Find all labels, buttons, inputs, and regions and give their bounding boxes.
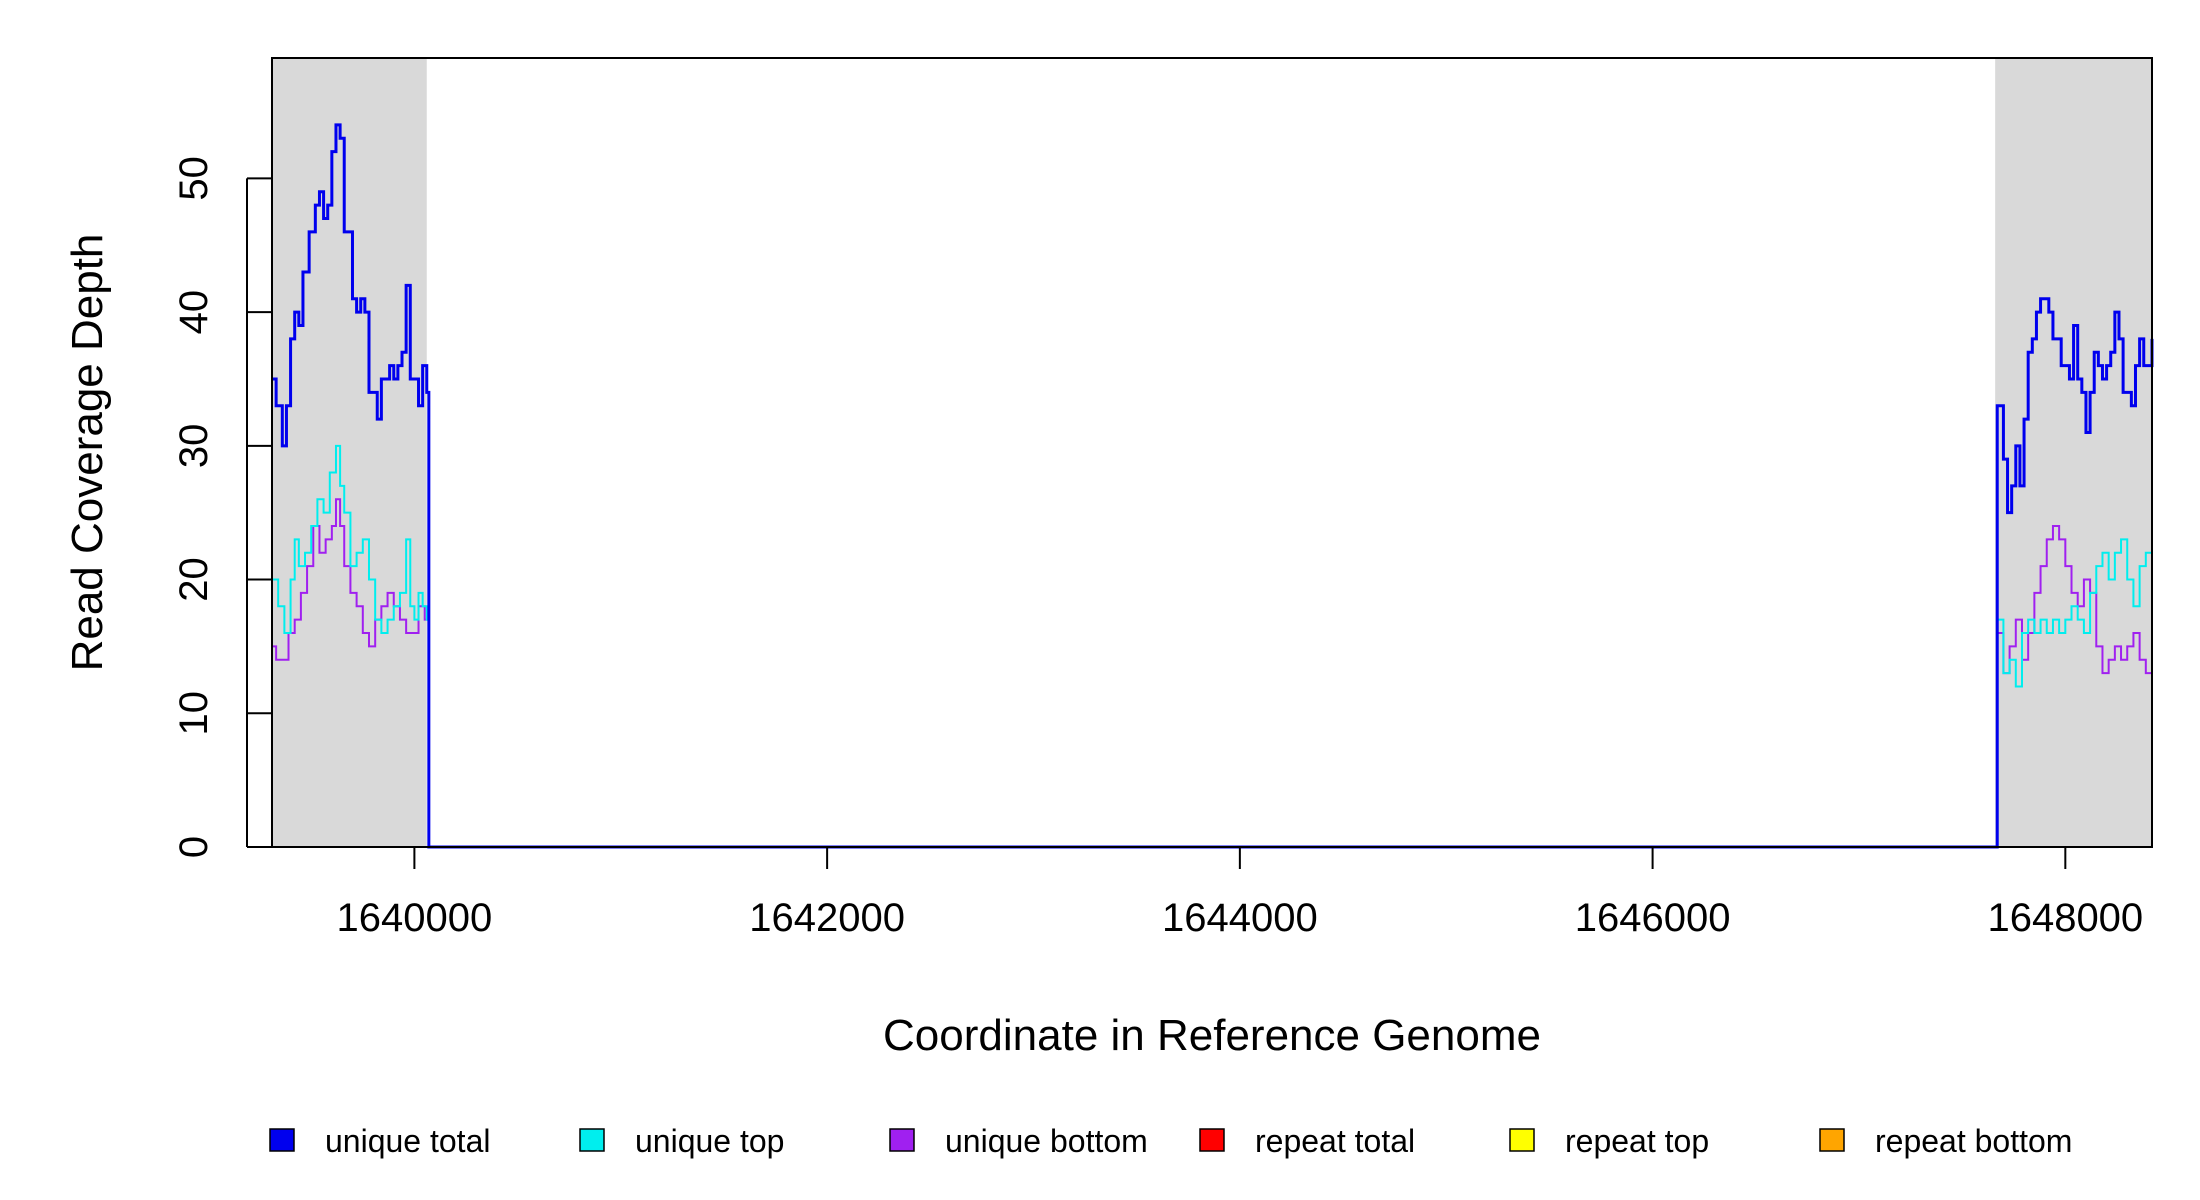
legend-label-unique-bottom: unique bottom xyxy=(945,1123,1148,1159)
y-tick-label: 40 xyxy=(172,290,216,335)
legend-swatch-repeat-top xyxy=(1509,1128,1535,1152)
series-line-unique-total xyxy=(272,123,2154,849)
legend-swatch-unique-bottom xyxy=(889,1128,915,1152)
legend-swatch-unique-top xyxy=(579,1128,605,1152)
x-tick-label: 1642000 xyxy=(749,896,905,940)
y-axis: 0 10 20 30 40 50 xyxy=(172,156,272,858)
legend-label-repeat-bottom: repeat bottom xyxy=(1875,1123,2072,1159)
x-tick-label: 1646000 xyxy=(1575,896,1731,940)
plot-frame xyxy=(271,57,2153,848)
y-tick-label: 20 xyxy=(172,557,216,602)
y-tick-label: 10 xyxy=(172,691,216,736)
x-tick-label: 1648000 xyxy=(1987,896,2143,940)
legend-swatch-unique-total xyxy=(269,1128,295,1152)
x-tick-label: 1640000 xyxy=(337,896,493,940)
legend: unique total unique top unique bottom repea… xyxy=(269,1123,2072,1159)
legend-swatch-repeat-bottom xyxy=(1819,1128,1845,1152)
x-axis-title: Coordinate in Reference Genome xyxy=(883,1011,1541,1060)
x-axis: 1640000 1642000 1644000 1646000 1648000 xyxy=(337,847,2143,940)
series-lines xyxy=(272,123,2154,849)
shaded-region-0 xyxy=(272,58,427,847)
y-tick-label: 50 xyxy=(172,156,216,201)
legend-swatch-repeat-total xyxy=(1199,1128,1225,1152)
legend-label-unique-total: unique total xyxy=(325,1123,490,1159)
y-axis-title: Read Coverage Depth xyxy=(63,234,112,672)
legend-label-repeat-top: repeat top xyxy=(1565,1123,1709,1159)
shaded-regions xyxy=(272,58,2152,847)
legend-label-repeat-total: repeat total xyxy=(1255,1123,1415,1159)
y-tick-label: 0 xyxy=(172,836,216,858)
legend-label-unique-top: unique top xyxy=(635,1123,784,1159)
x-tick-label: 1644000 xyxy=(1162,896,1318,940)
series-line-unique-top xyxy=(272,444,2153,848)
series-line-unique-bottom xyxy=(272,498,2153,848)
y-tick-label: 30 xyxy=(172,424,216,469)
